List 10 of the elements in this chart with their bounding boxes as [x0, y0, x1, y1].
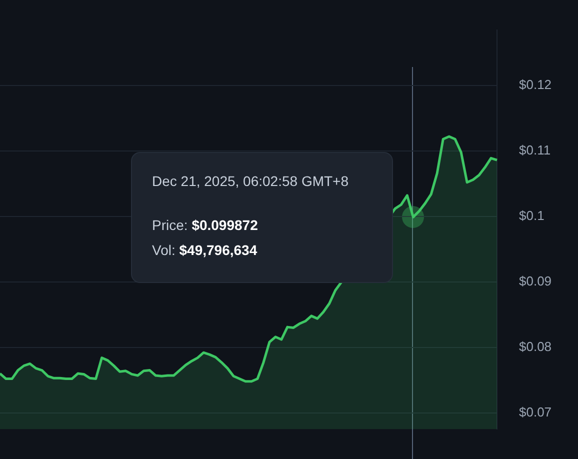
y-tick-label: $0.09	[519, 273, 552, 288]
tooltip-card: Dec 21, 2025, 06:02:58 GMT+8 Price: $0.099872 Vol: $49,796,634	[131, 152, 393, 283]
y-tick-label: $0.07	[519, 404, 552, 420]
y-tick-label: $0.11	[519, 142, 551, 158]
annotation: Dec 21, 2025, 06:02:58 GMT+8	[152, 173, 350, 189]
annotation: Price: $0.099872	[152, 217, 258, 233]
y-tick-label: $0.12	[519, 77, 552, 92]
annotation: Vol: $49,796,634	[152, 242, 258, 258]
y-tick-label: $0.1	[519, 208, 544, 223]
y-tick-label: $0.08	[519, 338, 552, 354]
